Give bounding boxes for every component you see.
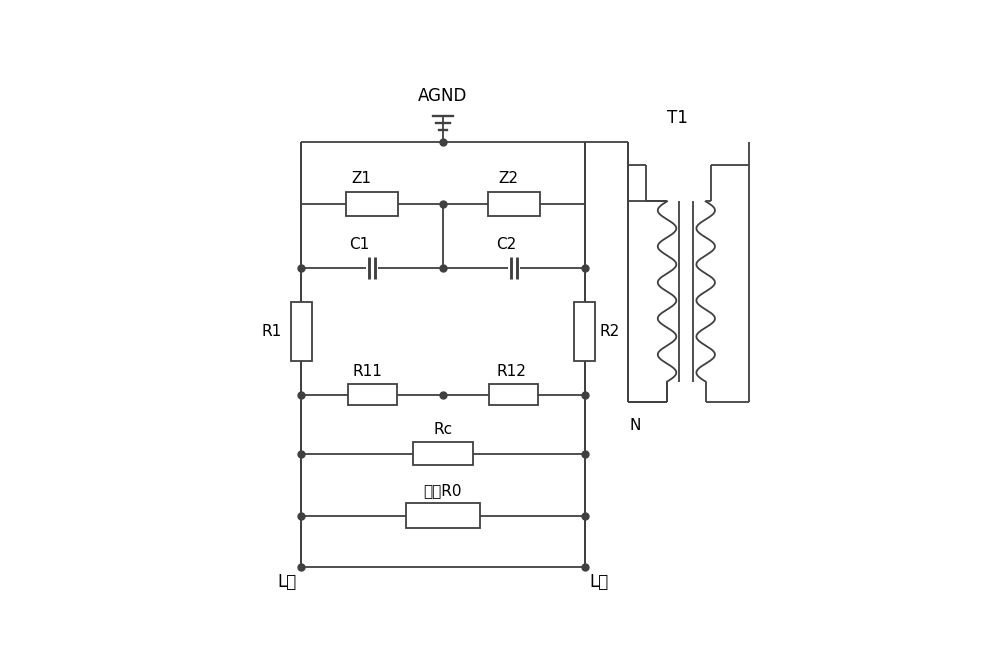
Text: R2: R2 <box>599 324 619 339</box>
Text: AGND: AGND <box>418 87 468 105</box>
Bar <box>574 302 595 361</box>
Text: N: N <box>630 417 641 433</box>
Bar <box>489 384 538 405</box>
Text: T1: T1 <box>667 108 688 126</box>
Bar <box>346 191 398 216</box>
Text: Z1: Z1 <box>352 171 372 187</box>
Bar <box>406 503 480 528</box>
Text: 锰铜R0: 锰铜R0 <box>424 483 462 498</box>
Bar <box>291 302 312 361</box>
Text: C2: C2 <box>496 237 516 252</box>
Bar <box>413 442 473 466</box>
Bar <box>348 384 397 405</box>
Text: C1: C1 <box>349 237 369 252</box>
Text: L出: L出 <box>590 573 609 591</box>
Text: L进: L进 <box>277 573 296 591</box>
Text: R12: R12 <box>496 363 526 379</box>
Text: Rc: Rc <box>433 422 453 437</box>
Text: Z2: Z2 <box>499 171 519 187</box>
Text: R11: R11 <box>352 363 382 379</box>
Text: R1: R1 <box>261 324 282 339</box>
Bar <box>488 191 540 216</box>
